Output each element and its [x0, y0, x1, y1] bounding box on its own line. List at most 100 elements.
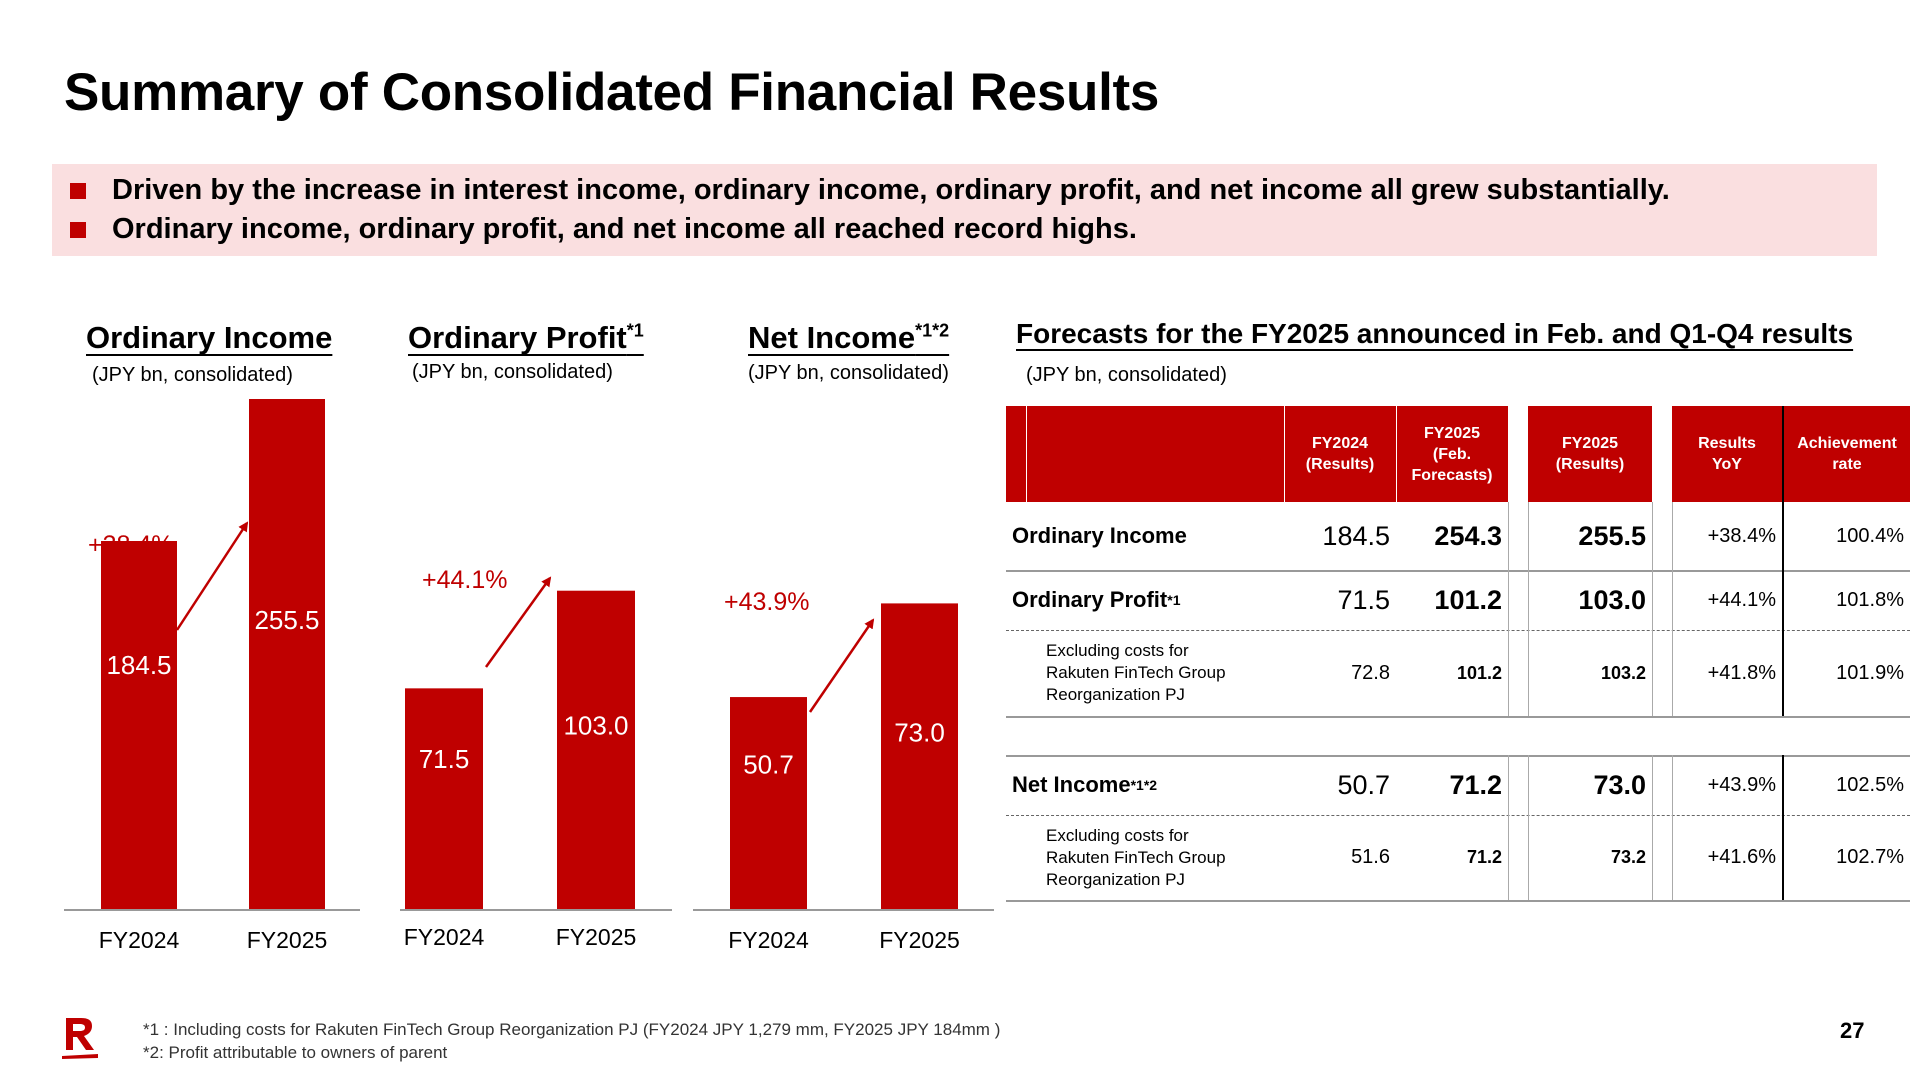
highlight-box: Driven by the increase in interest incom…	[52, 164, 1877, 256]
table-cell: 51.6	[1351, 846, 1390, 868]
chart-unit: (JPY bn, consolidated)	[92, 364, 293, 386]
chart-title-ordinary-income: Ordinary Income	[86, 320, 333, 355]
row-divider	[1006, 900, 1910, 902]
table-cell: +44.1%	[1707, 588, 1776, 611]
column-divider	[1782, 502, 1784, 716]
x-tick-label: FY2025	[247, 927, 328, 953]
table-cell: 101.8%	[1836, 588, 1904, 611]
table-cell: 71.2	[1449, 769, 1502, 800]
growth-label: +38.4%	[88, 531, 174, 559]
table-cell: 71.2	[1466, 847, 1502, 867]
chart-title-ordinary-profit: Ordinary Profit*1	[408, 320, 644, 355]
chart-unit: (JPY bn, consolidated)	[748, 362, 949, 384]
table-cell: +38.4%	[1707, 524, 1776, 547]
table-column-header: FY2025 (Feb. Forecasts)	[1396, 406, 1508, 502]
growth-arrow	[484, 576, 552, 668]
bar-charts: 184.5 FY2024 255.5 FY2025 +38.4% 71.5 FY2024 10…	[64, 399, 994, 953]
growth-label: +44.1%	[422, 566, 508, 594]
page-title: Summary of Consolidated Financial Result…	[64, 63, 1160, 122]
chart-title-net-income: Net Income*1*2	[748, 320, 950, 355]
table-cell: 254.3	[1434, 520, 1502, 551]
bar-data-label: 71.5	[419, 744, 470, 774]
header-divider	[1782, 406, 1784, 502]
table-cell: +41.8%	[1707, 661, 1776, 684]
table-cell: +41.6%	[1707, 846, 1776, 868]
table-cell: 50.7	[1337, 769, 1390, 800]
bar-data-label: 73.0	[894, 717, 945, 747]
highlight-text: Driven by the increase in interest incom…	[112, 174, 1670, 206]
x-tick-label: FY2024	[728, 927, 809, 953]
highlight-bullet: Ordinary income, ordinary profit, and ne…	[70, 213, 1137, 246]
row-divider	[1006, 570, 1910, 572]
column-gutter	[1508, 502, 1509, 716]
square-bullet-icon	[70, 221, 86, 238]
growth-arrow	[808, 618, 875, 713]
table-cell: 184.5	[1322, 520, 1390, 551]
table-row-label: Net Income *1*2	[1012, 772, 1158, 797]
column-gutter	[1652, 502, 1653, 716]
highlight-text: Ordinary income, ordinary profit, and ne…	[112, 213, 1137, 245]
table-cell: 100.4%	[1836, 524, 1904, 547]
page-number: 27	[1840, 1018, 1865, 1043]
table-cell: 73.0	[1593, 769, 1646, 800]
bar-fy2024	[405, 688, 483, 910]
bar-fy2025	[249, 399, 325, 910]
bar-data-label: 184.5	[106, 650, 171, 680]
footnote: *1 : Including costs for Rakuten FinTech…	[143, 1020, 1001, 1039]
table-row-label: Ordinary Profit *1	[1012, 587, 1181, 612]
header-divider	[1026, 406, 1027, 502]
table-cell: 102.7%	[1836, 846, 1904, 868]
table-unit: (JPY bn, consolidated)	[1026, 364, 1227, 386]
square-bullet-icon	[70, 182, 86, 199]
footnote: *2: Profit attributable to owners of par…	[143, 1043, 448, 1062]
rakuten-r-logo-icon	[62, 1014, 98, 1065]
table-header-blank	[1026, 406, 1284, 502]
table-row-label: Ordinary Income	[1012, 523, 1187, 548]
table-cell: 103.0	[1578, 584, 1646, 615]
table-column-header: Results YoY	[1672, 406, 1782, 502]
bar-data-label: 103.0	[563, 710, 628, 740]
column-gutter	[1652, 755, 1653, 900]
table-header-stub	[1006, 406, 1026, 502]
table-cell: +43.9%	[1707, 773, 1776, 796]
table-column-header: FY2024 (Results)	[1284, 406, 1396, 502]
table-cell: 255.5	[1578, 520, 1646, 551]
column-divider	[1782, 755, 1784, 900]
x-tick-label: FY2025	[556, 924, 637, 950]
x-tick-label: FY2024	[99, 927, 180, 953]
highlight-bullet: Driven by the increase in interest incom…	[70, 174, 1670, 207]
bar-data-label: 50.7	[743, 750, 794, 780]
table-cell: 71.5	[1337, 584, 1390, 615]
growth-label: +43.9%	[724, 588, 810, 616]
growth-arrow	[175, 521, 249, 631]
column-gutter	[1672, 502, 1673, 716]
table-cell: 101.2	[1434, 584, 1502, 615]
table-row-sublabel: Excluding costs for Rakuten FinTech Grou…	[1046, 641, 1226, 704]
header-divider	[1284, 406, 1285, 502]
table-title: Forecasts for the FY2025 announced in Fe…	[1016, 318, 1854, 349]
bar-data-label: 255.5	[254, 605, 319, 635]
table-cell: 73.2	[1610, 847, 1646, 867]
bar-fy2024	[101, 541, 177, 910]
row-divider	[1006, 815, 1910, 816]
column-gutter	[1528, 502, 1529, 716]
row-divider	[1006, 755, 1910, 757]
table-row-sublabel: Excluding costs for Rakuten FinTech Grou…	[1046, 825, 1226, 889]
bar-fy2025	[557, 590, 635, 910]
column-gutter	[1528, 755, 1529, 900]
bar-fy2025	[881, 603, 958, 910]
table-cell: 103.2	[1600, 662, 1646, 683]
column-gutter	[1672, 755, 1673, 900]
table-column-header: Achievement rate	[1784, 406, 1910, 502]
table-cell: 101.9%	[1836, 661, 1904, 684]
row-divider	[1006, 630, 1910, 631]
row-divider	[1006, 716, 1910, 718]
table-cell: 102.5%	[1836, 773, 1904, 796]
x-tick-label: FY2024	[404, 924, 485, 950]
x-tick-label: FY2025	[879, 927, 960, 953]
bar-fy2024	[730, 697, 807, 910]
table-column-header: FY2025 (Results)	[1528, 406, 1652, 502]
chart-unit: (JPY bn, consolidated)	[412, 361, 613, 383]
table-cell: 101.2	[1456, 662, 1502, 683]
table-cell: 72.8	[1351, 661, 1390, 684]
